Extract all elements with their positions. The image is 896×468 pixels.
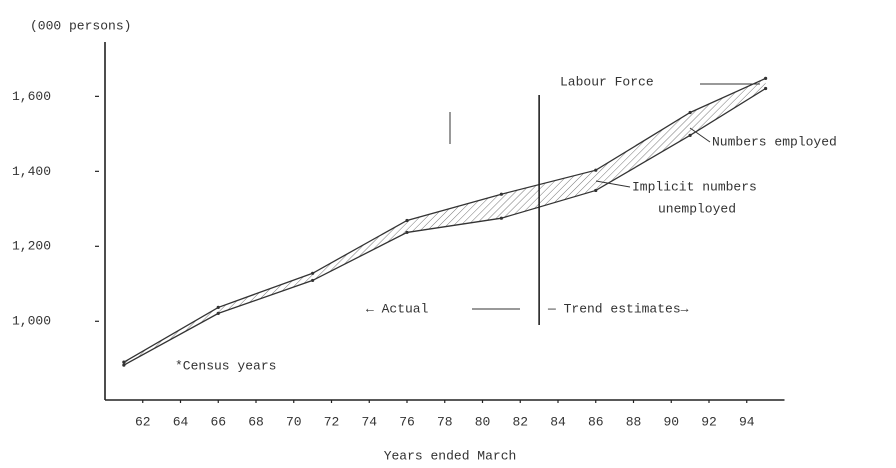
x-axis-label: Years ended March: [384, 448, 517, 463]
point: [499, 192, 503, 196]
x-tick-label: 66: [210, 414, 226, 429]
note: *Census years: [175, 358, 276, 373]
point: [594, 188, 598, 193]
leader: [689, 127, 711, 143]
x-tick-label: 62: [135, 414, 151, 429]
x-tick-label: 64: [173, 414, 189, 429]
legend-label: Labour Force: [560, 74, 654, 89]
gap-area: [123, 78, 766, 366]
y-tick-label: 1,000: [12, 314, 51, 329]
x-tick-label: 88: [626, 414, 642, 429]
x-tick-label: 78: [437, 414, 453, 429]
point: [122, 360, 126, 364]
leader: [595, 180, 631, 188]
point: [594, 168, 598, 172]
unit-label: (000 persons): [30, 18, 131, 33]
point: [405, 230, 409, 235]
point: [311, 271, 315, 275]
x-tick-label: 86: [588, 414, 604, 429]
series-line: [123, 87, 766, 366]
x-tick-label: 72: [324, 414, 340, 429]
x-tick-label: 84: [550, 414, 566, 429]
x-tick-label: 76: [399, 414, 415, 429]
point: [688, 133, 692, 137]
gap-label: Implicit numbers: [632, 179, 757, 194]
point: [764, 86, 768, 91]
y-tick-label: 1,200: [12, 239, 51, 254]
point: [405, 218, 409, 223]
x-tick-label: 94: [739, 414, 755, 429]
legend-label: Numbers employed: [712, 134, 837, 149]
point: [311, 278, 315, 283]
trend-label: — Trend estimates→: [547, 301, 689, 316]
y-tick-label: 1,600: [12, 89, 51, 104]
point: [688, 110, 692, 115]
point: [499, 216, 503, 220]
point: [764, 76, 768, 80]
x-tick-label: 80: [475, 414, 491, 429]
x-tick-label: 70: [286, 414, 302, 429]
point: [122, 363, 126, 367]
x-tick-label: 68: [248, 414, 264, 429]
gap-label: unemployed: [658, 201, 736, 216]
y-tick-label: 1,400: [12, 164, 51, 179]
x-tick-label: 90: [663, 414, 679, 429]
x-tick-label: 74: [361, 414, 377, 429]
point: [216, 305, 220, 310]
actual-label: ← Actual: [366, 301, 429, 316]
point: [216, 311, 220, 316]
x-tick-label: 92: [701, 414, 717, 429]
series-line: [123, 77, 766, 363]
x-tick-label: 82: [512, 414, 528, 429]
